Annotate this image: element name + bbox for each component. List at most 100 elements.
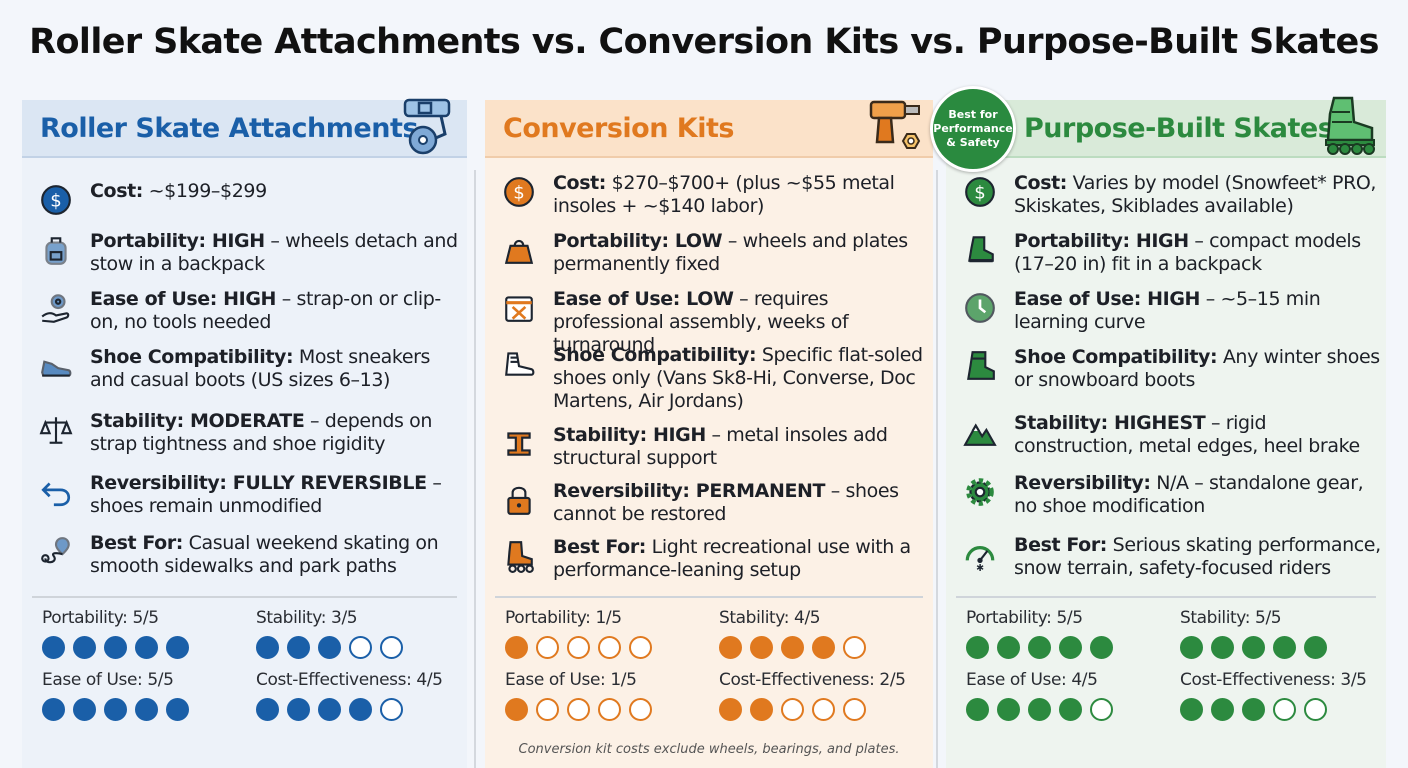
- rating-dot-filled: [1211, 698, 1234, 721]
- skate-icon: [497, 534, 541, 578]
- attribute-row: Reversibility: PERMANENT – shoes cannot …: [497, 480, 927, 526]
- attribute-row: Portability: LOW – wheels and plates per…: [497, 230, 927, 276]
- rating-label: Cost-Effectiveness: 3/5: [1180, 670, 1367, 690]
- column-divider: [474, 170, 476, 768]
- rating-dot-filled: [287, 698, 310, 721]
- rating-dots: [42, 698, 252, 721]
- rating-label: Stability: 5/5: [1180, 608, 1282, 628]
- section-divider: [32, 596, 457, 598]
- gauge-icon: ✱: [958, 532, 1002, 576]
- rating-dot-empty: [598, 636, 621, 659]
- attribute-label: Stability: MODERATE: [90, 410, 305, 432]
- attribute-value: $270–$700+ (plus ~$55 metal insoles + ~$…: [553, 172, 895, 217]
- rating-label: Portability: 5/5: [966, 608, 1083, 628]
- attribute-value: Casual weekend skating on smooth sidewal…: [90, 532, 439, 577]
- rating-dot-filled: [104, 698, 127, 721]
- attribute-row: Best For: Casual weekend skating on smoo…: [34, 532, 464, 578]
- strap-wheel-icon: [403, 98, 451, 155]
- attribute-text: Reversibility: PERMANENT – shoes cannot …: [553, 480, 925, 526]
- attribute-value: – strap-on or clip-on, no tools needed: [90, 288, 441, 333]
- rating-dot-filled: [505, 636, 528, 659]
- svg-text:✱: ✱: [976, 563, 984, 571]
- attribute-row: $ Cost: Varies by model (Snowfeet* PRO, S…: [958, 172, 1388, 218]
- attribute-value: – depends on strap tightness and shoe ri…: [90, 410, 433, 455]
- attribute-row: Ease of Use: HIGH – ~5–15 min learning c…: [958, 288, 1388, 334]
- scale-icon: [34, 408, 78, 452]
- attribute-text: Reversibility: FULLY REVERSIBLE – shoes …: [90, 472, 462, 518]
- rating-dot-filled: [1273, 636, 1296, 659]
- attribute-row: ✱ Best For: Serious skating performance, …: [958, 534, 1388, 580]
- drill-nut-icon: [869, 100, 921, 149]
- rating-dot-empty: [812, 698, 835, 721]
- attribute-label: Cost:: [1014, 172, 1067, 194]
- page-title: Roller Skate Attachments vs. Conversion …: [29, 22, 1379, 62]
- attribute-value: – ~5–15 min learning curve: [1014, 288, 1321, 333]
- rating-dot-filled: [104, 636, 127, 659]
- rating-dot-filled: [1242, 636, 1265, 659]
- rating-dots: [1180, 636, 1390, 659]
- hand-gear-icon: [34, 286, 78, 330]
- rating-dot-empty: [598, 698, 621, 721]
- column-purpose-built: Purpose-Built Skates $ Cost: Varies by mo…: [946, 96, 1388, 768]
- rating: Portability: 5/5: [966, 608, 1176, 659]
- rating-dot-empty: [567, 698, 590, 721]
- column-heading: Purpose-Built Skates: [946, 100, 1386, 158]
- attribute-value: Serious skating performance, snow terrai…: [1014, 534, 1381, 579]
- rating-dot-filled: [1028, 636, 1051, 659]
- rating-label: Ease of Use: 1/5: [505, 670, 637, 690]
- rating-label: Cost-Effectiveness: 4/5: [256, 670, 443, 690]
- svg-text:$: $: [50, 190, 61, 211]
- attribute-row: Stability: MODERATE – depends on strap t…: [34, 410, 464, 456]
- rating-dot-filled: [750, 698, 773, 721]
- rating-dot-filled: [1059, 698, 1082, 721]
- attribute-label: Cost:: [553, 172, 606, 194]
- column-divider: [936, 170, 938, 768]
- rating-dot-filled: [1028, 698, 1051, 721]
- attribute-label: Shoe Compatibility:: [553, 344, 757, 366]
- rating: Cost-Effectiveness: 4/5: [256, 670, 466, 721]
- attribute-label: Shoe Compatibility:: [1014, 346, 1218, 368]
- rating-dots: [256, 698, 466, 721]
- rating-dot-empty: [843, 636, 866, 659]
- section-divider: [956, 596, 1376, 598]
- steel-beam-icon: [497, 422, 541, 466]
- rating-dot-filled: [750, 636, 773, 659]
- rating-dot-filled: [997, 698, 1020, 721]
- dollar-icon: $: [958, 170, 1002, 214]
- rating-dots: [505, 698, 715, 721]
- rating-dot-filled: [1090, 636, 1113, 659]
- attribute-label: Stability: HIGHEST: [1014, 412, 1206, 434]
- boot-icon: [958, 228, 1002, 272]
- attribute-row: Portability: HIGH – compact models (17–2…: [958, 230, 1388, 276]
- rating-dot-filled: [166, 636, 189, 659]
- column-attachments: Roller Skate Attachments $ Cost: ~$199–$2…: [22, 98, 467, 768]
- rating-label: Ease of Use: 4/5: [966, 670, 1098, 690]
- rating-dot-empty: [781, 698, 804, 721]
- rating-dot-filled: [318, 636, 341, 659]
- rating-dot-empty: [843, 698, 866, 721]
- attribute-label: Ease of Use: HIGH: [1014, 288, 1201, 310]
- rating-dot-filled: [505, 698, 528, 721]
- attribute-text: Best For: Casual weekend skating on smoo…: [90, 532, 462, 578]
- column-conversion-kits: Conversion Kits $ Cost: $270–$700+ (plus …: [485, 100, 933, 768]
- attribute-value: ~$199–$299: [143, 180, 268, 202]
- rating: Portability: 5/5: [42, 608, 252, 659]
- attribute-value: – shoes remain unmodified: [90, 472, 442, 517]
- rating-dot-empty: [629, 698, 652, 721]
- rating-dot-filled: [812, 636, 835, 659]
- attribute-value: Any winter shoes or snowboard boots: [1014, 346, 1380, 391]
- lock-icon: [497, 478, 541, 522]
- rating-dot-filled: [1180, 698, 1203, 721]
- rating-dots: [719, 636, 929, 659]
- rating-label: Stability: 3/5: [256, 608, 358, 628]
- rating-dots: [1180, 698, 1390, 721]
- attribute-text: Stability: HIGH – metal insoles add stru…: [553, 424, 925, 470]
- rating-label: Stability: 4/5: [719, 608, 821, 628]
- attribute-row: Reversibility: FULLY REVERSIBLE – shoes …: [34, 472, 464, 518]
- attribute-label: Reversibility:: [1014, 472, 1151, 494]
- rating-dot-filled: [42, 636, 65, 659]
- rating-dots: [505, 636, 715, 659]
- rating-dot-filled: [135, 698, 158, 721]
- attribute-value: Specific flat-soled shoes only (Vans Sk8…: [553, 344, 923, 412]
- dollar-icon: $: [497, 170, 541, 214]
